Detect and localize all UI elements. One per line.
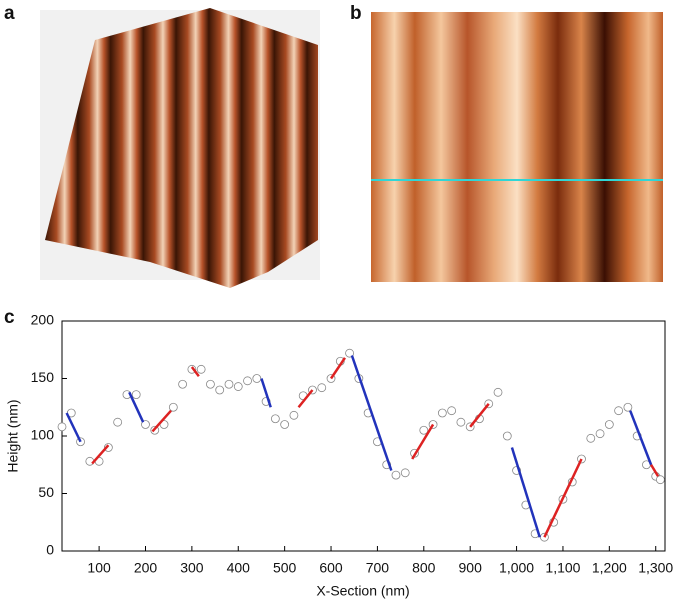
x-tick-label: 300 (180, 560, 204, 576)
data-point (233, 382, 243, 391)
data-point (391, 470, 401, 480)
data-point (437, 408, 447, 418)
y-tick-label: 0 (46, 542, 54, 558)
x-tick-label: 700 (366, 560, 390, 576)
x-tick-label: 1,300 (638, 560, 673, 576)
data-point (345, 348, 354, 358)
data-point (270, 414, 280, 424)
data-point (196, 364, 206, 374)
data-point (280, 420, 290, 429)
x-tick-label: 400 (227, 560, 251, 576)
data-point (113, 417, 123, 427)
fit-segment (329, 357, 346, 380)
fit-segment (151, 409, 172, 433)
data-point (614, 406, 624, 416)
data-point (57, 422, 67, 432)
data-point (243, 376, 252, 386)
data-point (586, 433, 596, 443)
data-point (400, 468, 410, 478)
afm-height-map (371, 12, 663, 282)
y-tick-label: 150 (31, 369, 55, 385)
data-point (456, 417, 466, 427)
fit-segment (260, 378, 272, 408)
x-tick-label: 600 (319, 560, 343, 576)
fit-segment (411, 423, 435, 460)
fit-segment (350, 355, 393, 471)
plot-frame (61, 320, 666, 552)
data-point (604, 420, 614, 429)
y-tick-label: 200 (31, 312, 55, 328)
fit-segment (543, 458, 583, 538)
y-axis-label: Height (nm) (5, 399, 21, 472)
data-point (493, 387, 503, 397)
x-tick-label: 900 (459, 560, 483, 576)
data-point (103, 443, 113, 452)
x-tick-label: 800 (412, 560, 436, 576)
panel-label: a (4, 3, 15, 24)
panel-label: c (4, 307, 15, 328)
fit-segment (65, 412, 82, 443)
x-tick-label: 200 (134, 560, 158, 576)
x-tick-label: 1,200 (592, 560, 627, 576)
data-point (252, 374, 262, 383)
panel-label: b (350, 3, 362, 24)
fit-segment (629, 410, 653, 466)
data-point (215, 385, 225, 395)
data-point (206, 379, 215, 389)
data-point (131, 390, 141, 400)
y-tick-label: 50 (38, 484, 54, 500)
data-point (224, 379, 234, 389)
x-axis-label: X-Section (nm) (316, 583, 409, 599)
fit-segment (128, 391, 145, 423)
data-point (317, 383, 327, 393)
fit-segment (469, 403, 490, 428)
fit-segment (190, 366, 200, 377)
x-tick-label: 1,000 (499, 560, 534, 576)
data-point (289, 410, 299, 420)
x-tick-label: 100 (87, 560, 111, 576)
data-point (178, 379, 188, 389)
fit-segment (650, 464, 660, 477)
data-point (141, 420, 150, 429)
data-point (502, 431, 512, 441)
x-tick-label: 1,100 (545, 560, 580, 576)
data-point (447, 406, 457, 416)
fit-segment (91, 444, 110, 465)
data-point (168, 402, 178, 412)
fit-segment (297, 389, 314, 409)
data-point (595, 429, 605, 439)
data-point (623, 402, 633, 412)
data-point (655, 475, 665, 485)
fit-segment (510, 447, 541, 538)
data-point (419, 425, 429, 435)
y-tick-label: 100 (31, 427, 55, 443)
x-tick-label: 500 (273, 560, 297, 576)
afm-3d-surface (45, 8, 318, 288)
